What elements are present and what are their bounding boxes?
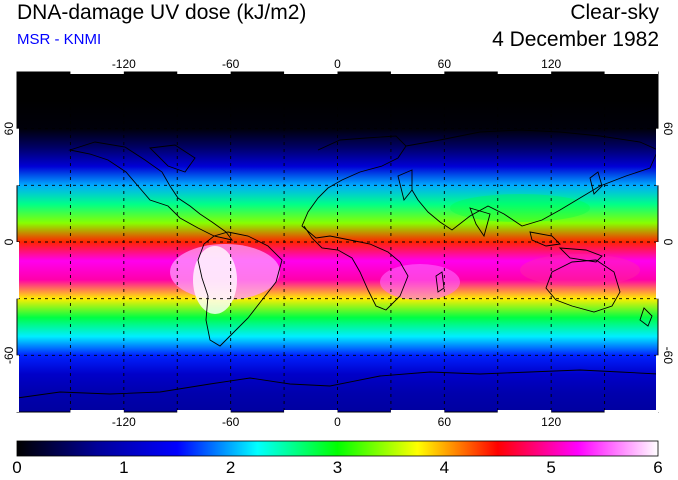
frame-checker-segment [497, 71, 552, 74]
colorbar [16, 440, 659, 457]
frame-checker-segment [656, 355, 659, 412]
colorbar-tick-label: 4 [439, 458, 450, 477]
frame-checker-segment [656, 128, 659, 186]
latitude-tick-label: 0 [661, 239, 675, 246]
world-coastline-icon [17, 129, 658, 399]
latitude-tick-label: -60 [2, 346, 16, 364]
longitude-tick-label: 120 [541, 415, 561, 429]
longitude-tick-label: 120 [541, 57, 561, 71]
longitude-tick-label: 60 [438, 415, 452, 429]
hotspot-africa [380, 264, 460, 300]
left-latitude-labels: 60 0 -60 [2, 122, 16, 364]
longitude-tick-label: -120 [112, 415, 136, 429]
longitude-tick-label: -60 [222, 57, 240, 71]
frame-checker-segment [656, 242, 659, 299]
colorbar-tick-label: 1 [119, 458, 129, 477]
frame-checker-segment [284, 71, 338, 74]
top-longitude-labels: -120 -60 0 60 120 [112, 57, 562, 71]
longitude-tick-label: 0 [334, 57, 341, 71]
latitude-tick-label: -60 [661, 347, 675, 365]
longitude-tick-label: 60 [438, 57, 452, 71]
latitude-tick-label: 0 [2, 238, 16, 245]
colorbar-tick-label: 0 [12, 458, 22, 477]
map-title: DNA-damage UV dose (kJ/m2) [17, 1, 307, 24]
frame-checker-segment [604, 71, 658, 74]
frame-checker-segment [70, 71, 124, 74]
longitude-tick-label: -120 [112, 57, 136, 71]
frame-checker-segment [177, 410, 231, 413]
green-band-asia [450, 194, 590, 222]
bottom-longitude-labels: -120 -60 0 60 120 [112, 415, 562, 429]
longitude-tick-label: -60 [222, 415, 240, 429]
sky-condition-label: Clear-sky [570, 1, 659, 24]
frame-checker-segment [177, 71, 231, 74]
frame-checker-segment [390, 410, 445, 413]
colorbar-tick-label: 3 [332, 458, 343, 477]
source-label: MSR - KNMI [17, 31, 102, 48]
colorbar-tick-label: 6 [653, 458, 663, 477]
frame-checker-segment [390, 71, 445, 74]
frame-checker-segment [284, 410, 338, 413]
frame-checker-segment [70, 410, 124, 413]
latitude-tick-label: 60 [2, 122, 16, 136]
frame-checker-segment [16, 355, 19, 412]
frame-checker-segment [16, 128, 19, 186]
graticule [17, 72, 658, 412]
frame-checker-segment [16, 242, 19, 299]
right-latitude-labels: 60 0 -60 [661, 122, 675, 364]
longitude-tick-label: 0 [334, 415, 341, 429]
frame-checker-bars [16, 71, 659, 413]
frame-checker-segment [604, 410, 658, 413]
colorbar-tick-label: 5 [546, 458, 556, 477]
hotspot-andes [193, 246, 237, 314]
colorbar-tick-label: 2 [225, 458, 236, 477]
latitude-tick-label: 60 [661, 122, 675, 136]
date-label: 4 December 1982 [492, 28, 659, 51]
hotspot-australia [520, 254, 640, 286]
frame-checker-segment [497, 410, 552, 413]
